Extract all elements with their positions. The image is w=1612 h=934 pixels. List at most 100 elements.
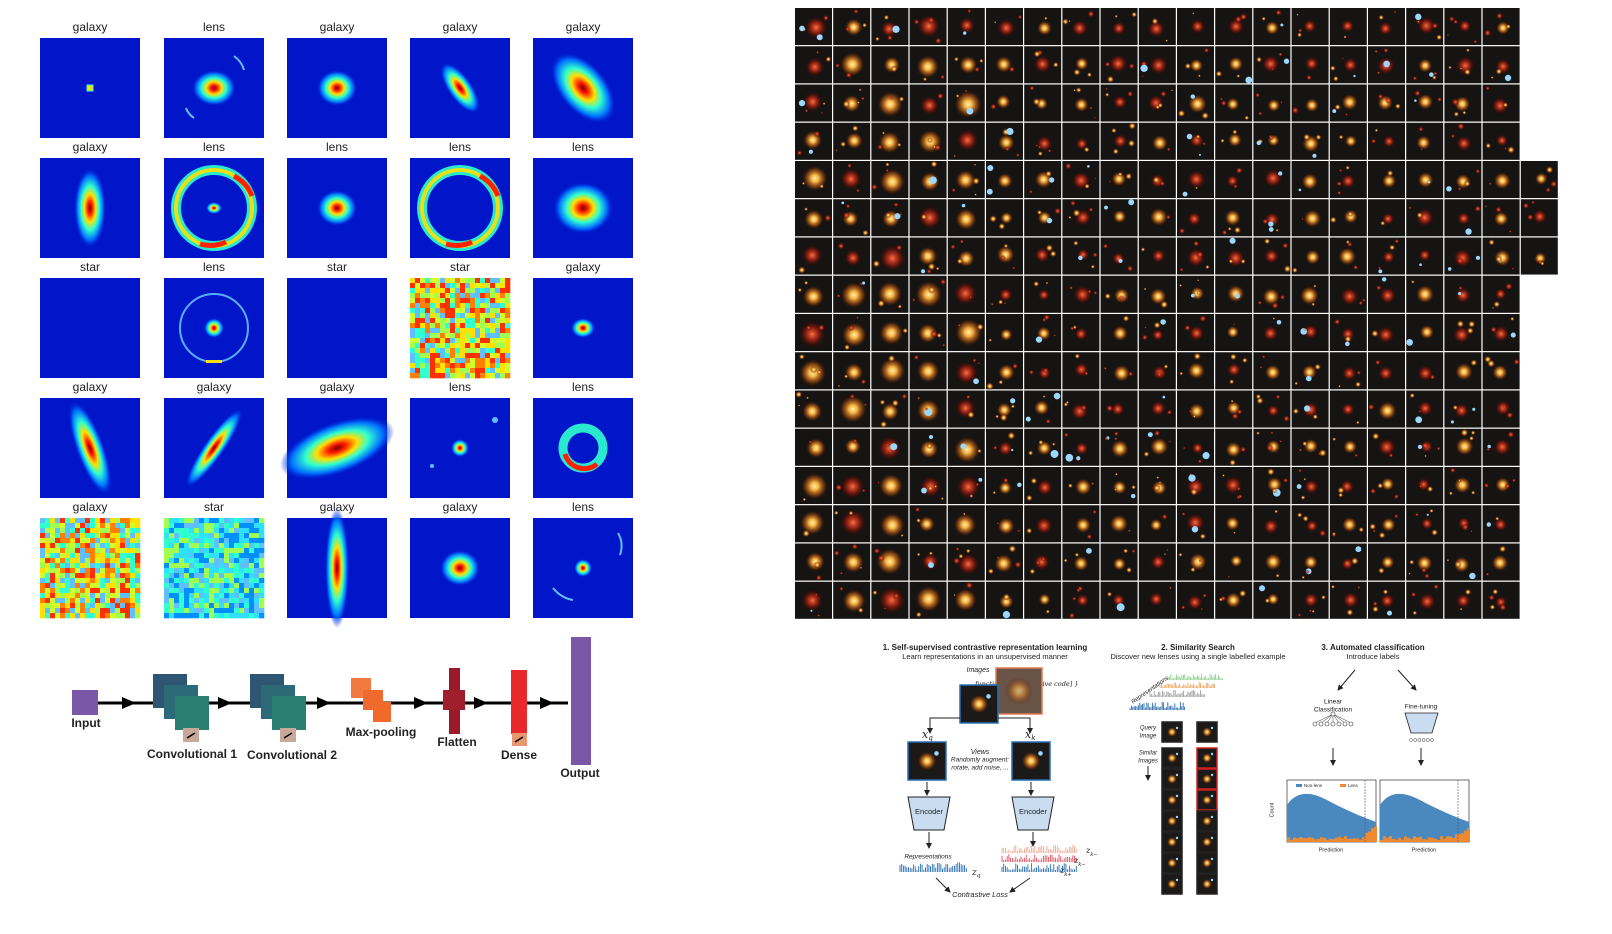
cutout-source [1301,575,1305,580]
cutout-source [915,611,922,618]
cutout-source [1280,23,1284,27]
noise-pixel [164,528,170,534]
cutout-source [1380,220,1386,226]
noise-pixel [65,563,71,569]
noise-pixel [50,598,56,604]
noise-pixel [410,298,416,304]
cutout-source [872,260,881,268]
cutout-galaxy [1494,287,1507,301]
cutout-galaxy [1418,592,1436,611]
noise-pixel [75,583,81,589]
noise-pixel [229,523,235,529]
cutout-source [1188,409,1193,414]
noise-pixel [460,298,466,304]
cutout-source [974,66,981,73]
cutout-source [990,302,994,306]
cutout-source [1303,477,1307,481]
cutout-galaxy [998,287,1013,302]
cutout-source [1526,213,1534,221]
noise-pixel [214,583,220,589]
cutout-source [1433,71,1438,76]
cutout-source [1080,404,1088,411]
cutout-source [1283,265,1292,273]
noise-pixel [65,538,71,544]
noise-pixel [234,563,240,569]
thumb-galaxy [1167,753,1177,763]
cutout-source [901,393,908,400]
noise-pixel [65,593,71,599]
cutout-source [1256,140,1262,146]
cutout-source [1156,476,1160,480]
noise-pixel [50,578,56,584]
noise-pixel [505,358,511,364]
noise-pixel [204,538,210,544]
cutout-galaxy [1108,54,1128,74]
noise-pixel [445,313,451,319]
noise-pixel [70,558,76,564]
noise-pixel [465,328,471,334]
noise-pixel [40,608,46,614]
cutout-source [1345,113,1349,117]
cutout-source [1495,516,1500,521]
noise-pixel [420,333,426,339]
noise-pixel [425,333,431,339]
noise-pixel [65,528,71,534]
cutout-source [1049,177,1055,183]
cutout-source [1178,227,1186,235]
noise-pixel [440,348,446,354]
cutout-galaxy [844,362,864,382]
cutout-galaxy [1149,55,1169,75]
cutout-source [990,103,997,111]
cutout-galaxy [1454,287,1472,304]
noise-pixel [440,283,446,289]
noise-pixel [470,323,476,329]
noise-pixel [244,578,250,584]
noise-pixel [204,533,210,539]
cutout-galaxy [1381,517,1396,532]
noise-pixel [430,368,436,374]
cutout-galaxy [1112,325,1128,342]
cutout-source [1350,557,1359,565]
noise-pixel [475,313,481,319]
noise-pixel [85,583,91,589]
noise-pixel [80,558,86,564]
cutout-galaxy [1456,211,1471,226]
cell-label: galaxy [73,380,108,394]
noise-pixel [259,563,265,569]
cutout-source [1415,19,1421,25]
cutout-source [1084,183,1090,189]
cutout-galaxy [1382,135,1396,148]
noise-pixel [249,528,255,534]
noise-pixel [75,573,81,579]
noise-pixel [194,583,200,589]
noise-pixel [164,568,170,574]
noise-pixel [500,308,506,314]
cnn-arrowhead [414,697,428,709]
cutout-source [1361,298,1366,303]
noise-pixel [234,613,240,619]
noise-pixel [455,288,461,294]
cutout-source [995,414,1000,419]
cutout-source [881,131,885,135]
noise-pixel [45,573,51,579]
noise-pixel [450,283,456,289]
label: Query [1140,726,1157,732]
cutout-source [1128,122,1136,130]
noise-pixel [169,578,175,584]
label: Images [1138,759,1158,765]
noise-pixel [110,558,116,564]
sim-arc [552,532,623,601]
cutout-source [1190,94,1196,99]
noise-pixel [174,533,180,539]
noise-pixel [115,528,121,534]
cutout-source [1470,530,1473,533]
cutout-source [1126,90,1134,98]
step-subtitle: Learn representations in an unsupervised… [902,652,1068,661]
noise-pixel [65,603,71,609]
noise-pixel [500,278,506,284]
noise-pixel [415,368,421,374]
cutout-source [883,14,890,21]
noise-pixel [40,518,46,524]
cutout-source [1158,481,1162,484]
noise-pixel [95,608,101,614]
